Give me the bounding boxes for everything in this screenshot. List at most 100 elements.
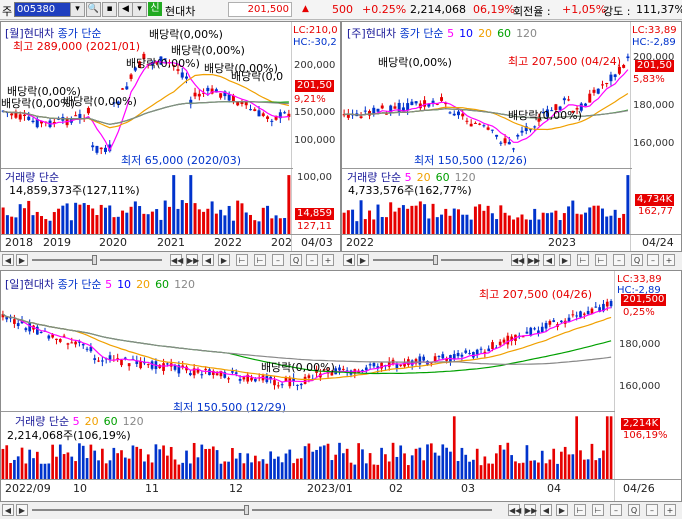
zoom-out-button[interactable]: – — [306, 254, 318, 266]
pin-icon[interactable]: ⊢ — [574, 504, 586, 516]
speaker-icon[interactable]: ◀ — [118, 2, 133, 17]
candle — [13, 314, 16, 328]
scroll-right-button[interactable]: ▶ — [16, 254, 28, 266]
fast-forward-button[interactable]: ▶▶ — [186, 254, 200, 266]
zoom-out-button[interactable]: – — [610, 504, 622, 516]
daily-chart-pane[interactable]: [일]현대차 종가 단순 5 10 20 60 120 LC:33,89 HC:-2,8… — [0, 270, 682, 502]
volume-bar — [401, 205, 405, 234]
scroll-left-button[interactable]: ◀ — [202, 254, 214, 266]
volume-bar — [506, 442, 510, 479]
volume-bar — [351, 209, 355, 234]
volume-bar — [579, 450, 582, 479]
volume-bar — [330, 460, 334, 479]
zoom-out-button[interactable]: – — [647, 254, 659, 266]
volume-bar — [376, 204, 380, 234]
zoom-out-button[interactable]: – — [613, 254, 625, 266]
volume-bar — [24, 463, 28, 479]
candle — [188, 369, 192, 377]
pin-icon[interactable]: ⊢ — [577, 254, 589, 266]
dropdown-icon[interactable]: ▾ — [132, 2, 147, 17]
volume-bar — [223, 461, 227, 479]
volume-bar — [579, 214, 583, 234]
scroll-right-button[interactable]: ▶ — [218, 254, 230, 266]
candle — [55, 338, 58, 345]
volume-bar — [112, 447, 116, 479]
fit-icon[interactable]: ⊢ — [592, 504, 604, 516]
candle — [596, 88, 600, 95]
candle — [544, 320, 548, 333]
volume-bar — [55, 456, 58, 479]
volume-bar — [266, 205, 270, 234]
zoom-out-button[interactable]: – — [272, 254, 284, 266]
volume-bar — [211, 446, 215, 479]
candle — [368, 362, 372, 370]
candle — [246, 372, 250, 384]
candle — [537, 326, 540, 337]
scroll-right-button[interactable]: ▶ — [16, 504, 28, 516]
pin-icon[interactable]: ⊢ — [236, 254, 248, 266]
range-slider[interactable] — [32, 259, 96, 261]
fast-forward-button[interactable]: ▶▶ — [524, 504, 538, 516]
rewind-button[interactable]: ◀◀ — [511, 254, 525, 266]
volume-bar — [326, 443, 330, 479]
stock-code-input[interactable]: 005380 — [14, 2, 72, 17]
slider-handle[interactable] — [244, 505, 249, 515]
candle — [172, 64, 176, 71]
zoom-in-button[interactable]: + — [664, 504, 676, 516]
scroll-left-button[interactable]: ◀ — [2, 254, 14, 266]
scroll-right-button[interactable]: ▶ — [559, 254, 571, 266]
candle — [66, 342, 70, 350]
candle — [410, 98, 414, 106]
volume-bar — [418, 447, 422, 479]
volume-bar — [483, 456, 487, 479]
zoom-in-button[interactable]: + — [322, 254, 334, 266]
search-icon[interactable]: Q — [628, 504, 640, 516]
scroll-right-button[interactable]: ▶ — [556, 504, 568, 516]
zoom-out-button[interactable]: – — [646, 504, 658, 516]
search-icon[interactable]: Q — [631, 254, 643, 266]
dropdown-icon[interactable]: ▾ — [70, 2, 85, 17]
volume-bar — [590, 443, 594, 479]
volume-bar — [177, 464, 181, 479]
volume-bar — [299, 458, 303, 479]
rewind-button[interactable]: ◀◀ — [508, 504, 522, 516]
candle — [584, 102, 588, 107]
scroll-left-button[interactable]: ◀ — [540, 504, 552, 516]
candle — [560, 320, 563, 324]
fit-icon[interactable]: ⊢ — [254, 254, 266, 266]
volume-bar — [78, 204, 82, 234]
volume-bar — [257, 221, 261, 234]
candle — [372, 361, 376, 369]
volume-bar — [31, 215, 35, 234]
search-icon[interactable]: 🔍 — [86, 2, 101, 17]
volume-bar — [449, 451, 452, 479]
weekly-chart-pane[interactable]: [주]현대차 종가 단순 5 10 20 60 120 LC:33,89 HC:-2,8… — [341, 21, 682, 252]
scroll-left-button[interactable]: ◀ — [543, 254, 555, 266]
monthly-chart-pane[interactable]: [월]현대차 종가 단순 LC:210,0 HC:-30,2 200,000 1… — [0, 21, 341, 252]
rewind-button[interactable]: ◀◀ — [170, 254, 184, 266]
fit-icon[interactable]: ⊢ — [595, 254, 607, 266]
slider-handle[interactable] — [433, 255, 438, 265]
volume-bar — [548, 459, 552, 479]
volume-bar — [426, 444, 429, 479]
volume-bar — [116, 453, 120, 479]
zoom-in-button[interactable]: + — [663, 254, 675, 266]
candle — [127, 363, 131, 371]
volume-bar — [550, 212, 554, 234]
scroll-left-button[interactable]: ◀ — [343, 254, 355, 266]
volume-bar — [456, 209, 460, 234]
candle — [74, 111, 78, 117]
scroll-right-button[interactable]: ▶ — [357, 254, 369, 266]
volume-bar — [363, 219, 367, 234]
lock-icon[interactable]: ▪ — [102, 2, 117, 17]
scroll-left-button[interactable]: ◀ — [2, 504, 14, 516]
volume-bar — [296, 458, 299, 479]
fast-forward-button[interactable]: ▶▶ — [527, 254, 541, 266]
volume-bar — [545, 213, 549, 234]
candle — [299, 382, 303, 390]
slider-handle[interactable] — [92, 255, 97, 265]
volume-bar — [276, 456, 280, 479]
candle — [441, 351, 445, 360]
search-icon[interactable]: Q — [290, 254, 302, 266]
range-slider[interactable] — [32, 509, 244, 511]
